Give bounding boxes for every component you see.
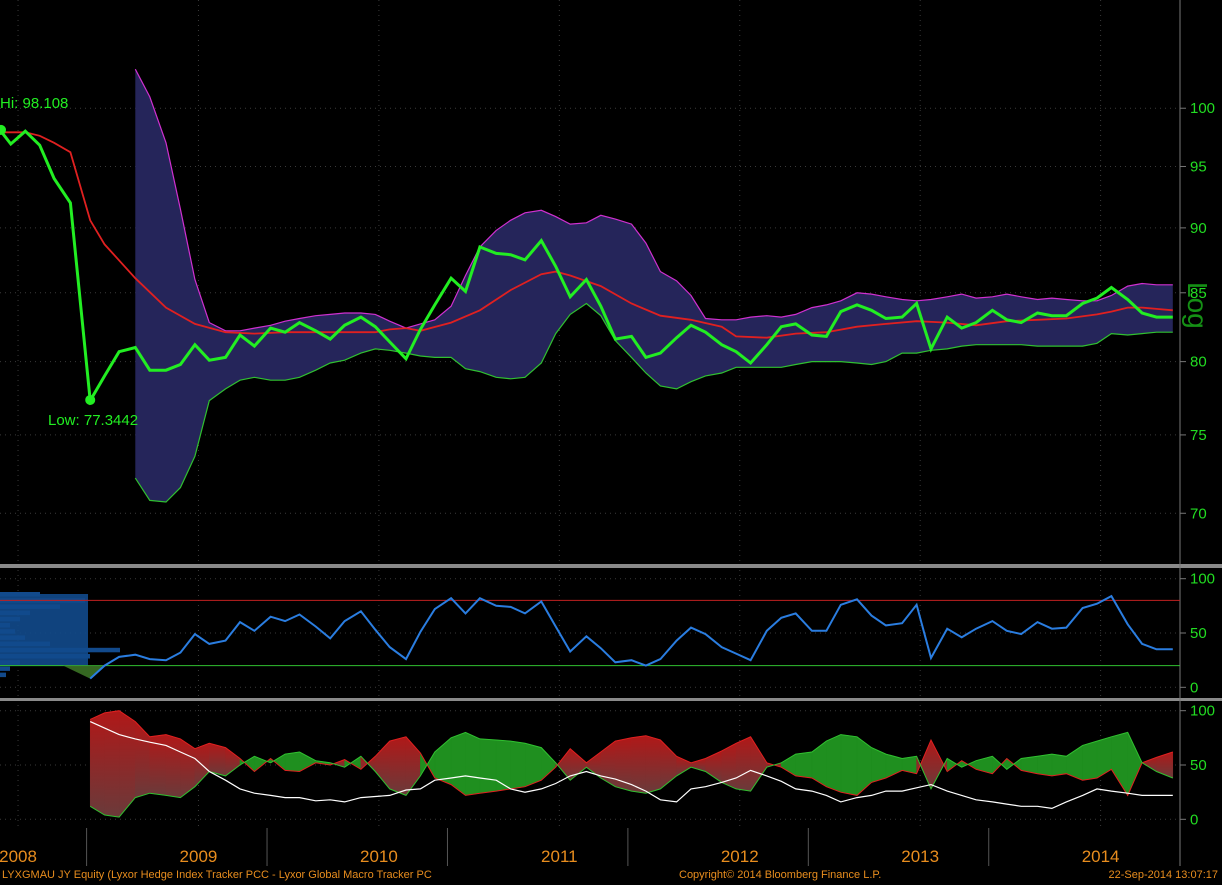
panel-separator [0, 564, 1222, 568]
oscillator-fill-segment [524, 742, 542, 788]
oscillator-fill-segment [1127, 732, 1143, 796]
oscillator-white-line [89, 721, 1173, 810]
oscillator-fill-segment [735, 736, 751, 792]
oscillator-fill-segment [1051, 753, 1067, 777]
oscillator-fill-segment [615, 737, 632, 792]
oscillator-fill-segment [930, 739, 948, 790]
oscillator-fill-segment [135, 720, 151, 798]
rsi-line [89, 594, 1173, 680]
oscillator-fill-segment [916, 739, 932, 789]
histogram-bar [0, 672, 6, 678]
y-tick-label: 100 [1190, 703, 1215, 720]
oscillator-fill-segment [705, 750, 722, 783]
oscillator-fill-segment [510, 740, 526, 790]
y-tick-label: 70 [1190, 505, 1207, 522]
oscillator-panel [89, 710, 1174, 818]
hi-label: Hi: 98.108 [0, 95, 68, 112]
oscillator-fill-segment [750, 735, 768, 792]
y-tick-label: 85 [1190, 285, 1207, 302]
x-tick-label: 2010 [360, 847, 398, 866]
price-line [0, 129, 1173, 406]
oscillator-fill-segment [541, 746, 556, 781]
footer-copyright: Copyright© 2014 Bloomberg Finance L.P. [679, 869, 882, 881]
oscillator-fill-segment [645, 735, 661, 794]
oscillator-fill-segment [1111, 732, 1128, 797]
footer-ticker: LYXGMAU JY Equity (Lyxor Hedge Index Tra… [2, 869, 432, 881]
oscillator-fill-segment [1037, 753, 1053, 777]
x-tick-label: 2009 [180, 847, 218, 866]
oscillator-fill-segment [299, 751, 316, 772]
y-tick-label: 0 [1190, 679, 1198, 696]
y-tick-label: 100 [1190, 571, 1215, 588]
band-lower-line [134, 302, 1173, 503]
oscillator-green-line [89, 731, 1173, 818]
y-tick-label: 95 [1190, 158, 1207, 175]
oscillator-fill-segment [89, 712, 105, 816]
oscillator-fill-segment [781, 753, 796, 777]
oscillator-fill-segment [1082, 740, 1098, 781]
x-tick-label: 2011 [541, 847, 578, 866]
hi-marker [0, 124, 6, 135]
x-tick-label: 2012 [721, 847, 759, 866]
oscillator-fill-segment [1096, 736, 1112, 779]
oscillator-fill-segment [826, 734, 842, 793]
x-tick-label: 2014 [1082, 847, 1120, 866]
oscillator-fill-segment [495, 739, 511, 792]
oscillator-fill-segment [389, 736, 407, 796]
band-upper-line [134, 68, 1173, 332]
oscillator-red-line [89, 710, 1173, 797]
oscillator-fill-segment [795, 751, 813, 779]
y-tick-label: 80 [1190, 354, 1207, 371]
y-tick-label: 100 [1190, 100, 1215, 117]
oscillator-fill-segment [1156, 751, 1174, 779]
y-tick-label: 50 [1190, 625, 1207, 642]
oscillator-fill-segment [284, 751, 300, 772]
band-fill [135, 69, 1173, 502]
y-tick-label: 75 [1190, 427, 1207, 444]
oscillator-fill-segment [840, 734, 858, 796]
axes: 70 75 80 85 90 95 100 0 50 100 0 50 100 2008 2009 2010 2… [0, 100, 1215, 866]
rsi-panel [0, 592, 1180, 680]
histogram-bar [0, 666, 10, 671]
oscillator-fill-segment [225, 747, 241, 777]
oscillator-fill-segment [209, 742, 226, 777]
panel-separator [0, 698, 1222, 701]
footer-timestamp: 22-Sep-2014 13:07:17 [1108, 869, 1218, 881]
low-label: Low: 77.3442 [48, 412, 138, 429]
oscillator-fill-segment [465, 732, 481, 796]
histogram-block [0, 594, 88, 666]
price-panel [0, 68, 1173, 503]
log-scale-label: Log [1182, 282, 1213, 329]
oscillator-fill-segment [104, 710, 120, 818]
x-tick-label: 2008 [0, 847, 37, 866]
low-marker [85, 394, 96, 405]
y-tick-label: 50 [1190, 757, 1207, 774]
x-tick-label: 2013 [901, 847, 939, 866]
oscillator-fill-segment [165, 734, 181, 798]
y-tick-label: 90 [1190, 220, 1207, 237]
rsi-oversold-fill [63, 665, 136, 679]
oscillator-fill-segment [660, 739, 677, 790]
oscillator-fill-segment [631, 735, 647, 794]
oscillator-fill-segment [479, 738, 497, 794]
y-tick-label: 0 [1190, 811, 1198, 828]
